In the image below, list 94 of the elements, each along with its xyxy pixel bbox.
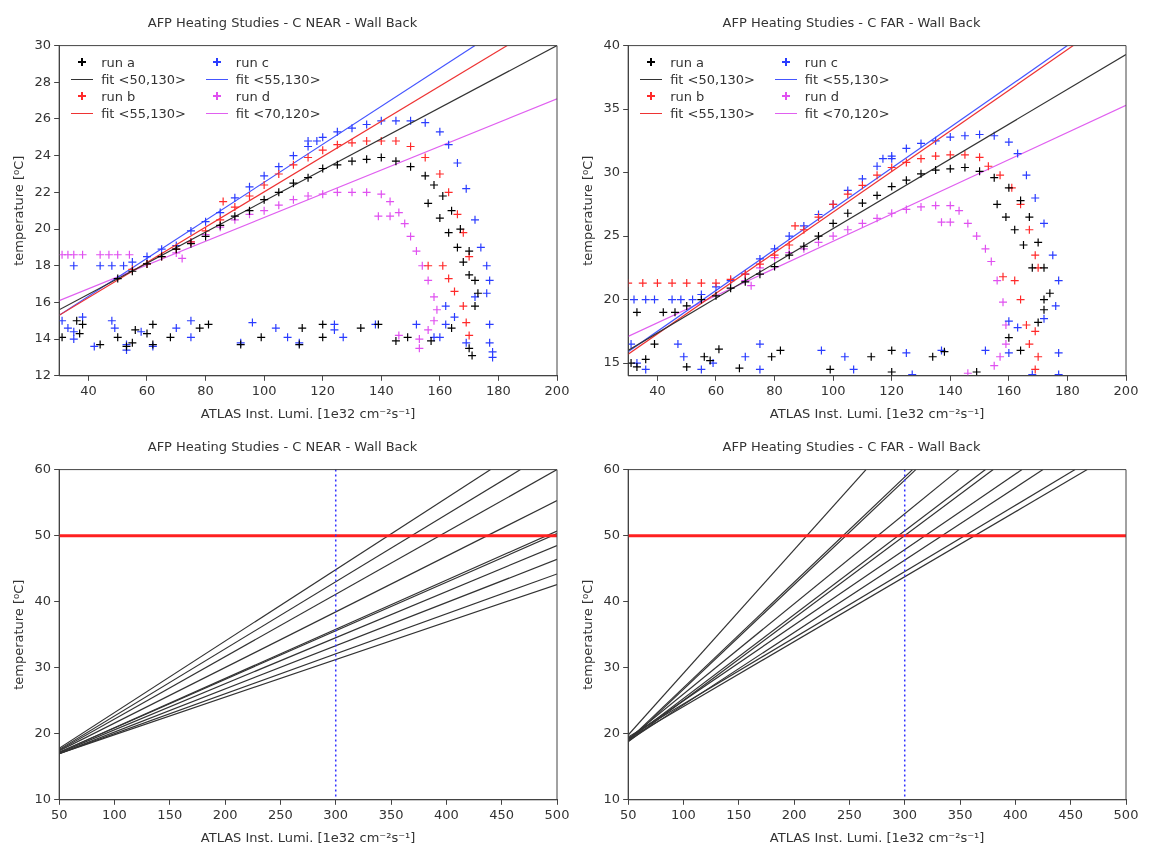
- y-tick-label: 14: [34, 330, 52, 346]
- y-tick-label: 28: [34, 73, 52, 89]
- y-axis-title: temperature [⁰C]: [580, 155, 596, 266]
- legend-label: run a: [101, 53, 136, 71]
- legend-label: fit <55,130>: [804, 70, 890, 88]
- x-tick-label: 80: [766, 382, 783, 398]
- x-tick-label: 50: [619, 806, 637, 822]
- x-tick-label: 100: [102, 806, 127, 822]
- legend-label: run d: [804, 87, 840, 105]
- y-axis-title: temperature [⁰C]: [580, 579, 596, 690]
- x-tick-label: 50: [50, 806, 68, 822]
- x-axis-title: ATLAS Inst. Lumi. [1e32 cm⁻²s⁻¹]: [769, 405, 985, 421]
- legend-label: fit <70,120>: [804, 104, 890, 122]
- y-tick-label: 40: [34, 593, 52, 609]
- y-tick-label: 10: [603, 791, 621, 807]
- legend-label: run a: [670, 53, 705, 71]
- x-tick-label: 200: [544, 382, 570, 398]
- y-tick-label: 25: [603, 227, 621, 243]
- legend-label: fit <70,120>: [235, 104, 321, 122]
- x-tick-label: 180: [1055, 382, 1080, 398]
- x-tick-label: 100: [251, 382, 277, 398]
- x-tick-label: 250: [268, 806, 293, 822]
- y-tick-label: 16: [34, 293, 52, 309]
- y-tick-label: 35: [603, 100, 621, 116]
- x-tick-label: 140: [937, 382, 963, 398]
- legend-label: run d: [235, 87, 271, 105]
- x-tick-label: 60: [707, 382, 725, 398]
- x-tick-label: 160: [996, 382, 1022, 398]
- x-axis-title: ATLAS Inst. Lumi. [1e32 cm⁻²s⁻¹]: [200, 405, 416, 421]
- y-tick-label: 50: [34, 527, 52, 543]
- x-tick-label: 200: [212, 806, 238, 822]
- x-tick-label: 100: [820, 382, 846, 398]
- x-tick-label: 350: [378, 806, 404, 822]
- y-tick-label: 15: [603, 354, 621, 370]
- x-tick-label: 120: [879, 382, 905, 398]
- legend-label: fit <50,130>: [670, 70, 755, 88]
- y-tick-label: 30: [603, 163, 621, 179]
- legend-label: run b: [670, 87, 705, 105]
- x-tick-label: 150: [726, 806, 752, 822]
- x-axis-title: ATLAS Inst. Lumi. [1e32 cm⁻²s⁻¹]: [769, 829, 985, 845]
- x-tick-label: 300: [323, 806, 349, 822]
- y-tick-label: 12: [34, 367, 52, 383]
- x-tick-label: 180: [486, 382, 511, 398]
- y-tick-label: 40: [603, 36, 621, 52]
- legend-label: run c: [235, 53, 269, 71]
- y-tick-label: 10: [34, 791, 52, 807]
- chart-title: AFP Heating Studies - C NEAR - Wall Back: [147, 439, 418, 455]
- x-tick-label: 80: [197, 382, 214, 398]
- y-tick-label: 22: [34, 183, 52, 199]
- x-tick-label: 400: [1002, 806, 1028, 822]
- y-tick-label: 18: [34, 257, 52, 273]
- x-tick-label: 40: [649, 382, 666, 398]
- legend-label: fit <50,130>: [101, 70, 186, 88]
- x-tick-label: 350: [947, 806, 973, 822]
- y-tick-label: 50: [603, 527, 621, 543]
- x-tick-label: 140: [368, 382, 394, 398]
- x-axis-title: ATLAS Inst. Lumi. [1e32 cm⁻²s⁻¹]: [200, 829, 416, 845]
- x-tick-label: 150: [157, 806, 183, 822]
- y-tick-label: 20: [34, 220, 52, 236]
- x-tick-label: 500: [1113, 806, 1139, 822]
- legend-label: fit <55,130>: [235, 70, 321, 88]
- y-tick-label: 60: [34, 460, 52, 476]
- x-tick-label: 500: [544, 806, 570, 822]
- legend-label: fit <55,130>: [101, 104, 186, 122]
- y-tick-label: 20: [34, 725, 52, 741]
- y-tick-label: 40: [603, 593, 621, 609]
- x-tick-label: 400: [433, 806, 459, 822]
- x-tick-label: 450: [1058, 806, 1084, 822]
- y-axis-title: temperature [⁰C]: [11, 155, 27, 266]
- y-tick-label: 60: [603, 460, 621, 476]
- x-tick-label: 60: [138, 382, 156, 398]
- legend-label: fit <55,130>: [670, 104, 755, 122]
- x-tick-label: 200: [1113, 382, 1139, 398]
- y-tick-label: 30: [603, 659, 621, 675]
- chart-title: AFP Heating Studies - C NEAR - Wall Back: [147, 15, 418, 31]
- y-tick-label: 30: [34, 659, 52, 675]
- x-tick-label: 250: [837, 806, 862, 822]
- chart-title: AFP Heating Studies - C FAR - Wall Back: [722, 15, 981, 31]
- legend-label: run b: [101, 87, 136, 105]
- y-tick-label: 20: [603, 725, 621, 741]
- x-tick-label: 160: [427, 382, 453, 398]
- legend-label: run c: [804, 53, 838, 71]
- y-axis-title: temperature [⁰C]: [11, 579, 27, 690]
- x-tick-label: 40: [80, 382, 97, 398]
- x-tick-label: 450: [489, 806, 515, 822]
- x-tick-label: 100: [671, 806, 696, 822]
- chart-title: AFP Heating Studies - C FAR - Wall Back: [722, 439, 981, 455]
- y-tick-label: 30: [34, 36, 52, 52]
- x-tick-label: 200: [781, 806, 807, 822]
- y-tick-label: 26: [34, 110, 52, 126]
- x-tick-label: 120: [310, 382, 336, 398]
- y-tick-label: 20: [603, 290, 621, 306]
- y-tick-label: 24: [34, 147, 52, 163]
- x-tick-label: 300: [892, 806, 918, 822]
